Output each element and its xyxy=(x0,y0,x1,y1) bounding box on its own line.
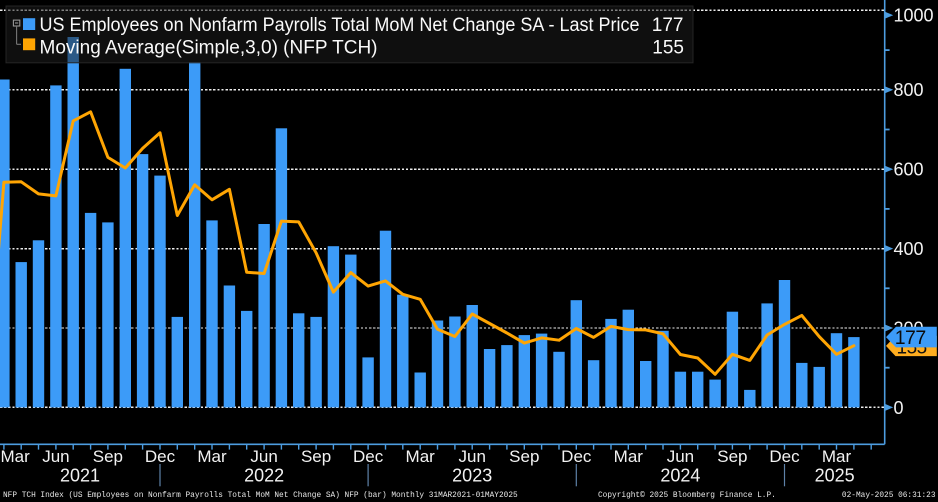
svg-text:Dec: Dec xyxy=(353,447,384,466)
svg-text:Jun: Jun xyxy=(458,447,485,466)
svg-text:Sep: Sep xyxy=(301,447,331,466)
svg-text:2022: 2022 xyxy=(244,465,284,485)
svg-text:177: 177 xyxy=(652,15,684,36)
svg-text:Sep: Sep xyxy=(509,447,539,466)
svg-text:Jun: Jun xyxy=(42,447,69,466)
svg-text:0: 0 xyxy=(894,398,904,418)
svg-text:Dec: Dec xyxy=(145,447,176,466)
svg-text:02-May-2025 06:31:23: 02-May-2025 06:31:23 xyxy=(842,492,936,500)
svg-text:600: 600 xyxy=(894,160,924,180)
svg-text:Jun: Jun xyxy=(667,447,694,466)
svg-text:Mar: Mar xyxy=(822,447,852,466)
svg-text:Copyright© 2025 Bloomberg Fina: Copyright© 2025 Bloomberg Finance L.P. xyxy=(598,491,776,500)
svg-text:US Employees on Nonfarm Payrol: US Employees on Nonfarm Payrolls Total M… xyxy=(40,15,640,36)
svg-text:Moving Average(Simple,3,0) (NF: Moving Average(Simple,3,0) (NFP TCH) xyxy=(40,37,378,58)
svg-text:1000: 1000 xyxy=(894,6,934,26)
svg-text:Dec: Dec xyxy=(561,447,592,466)
svg-text:2021: 2021 xyxy=(60,465,100,485)
svg-text:400: 400 xyxy=(894,239,924,259)
svg-text:2024: 2024 xyxy=(660,465,700,485)
svg-text:Sep: Sep xyxy=(717,447,747,466)
svg-text:Mar: Mar xyxy=(1,447,31,466)
svg-text:Mar: Mar xyxy=(406,447,436,466)
svg-text:2023: 2023 xyxy=(452,465,492,485)
svg-text:Mar: Mar xyxy=(614,447,644,466)
svg-text:Jun: Jun xyxy=(250,447,277,466)
svg-text:Mar: Mar xyxy=(197,447,227,466)
svg-text:2025: 2025 xyxy=(815,465,855,485)
svg-text:155: 155 xyxy=(652,37,684,58)
svg-text:177: 177 xyxy=(895,327,926,349)
svg-text:Sep: Sep xyxy=(93,447,123,466)
svg-text:800: 800 xyxy=(894,80,924,100)
svg-text:Dec: Dec xyxy=(769,447,800,466)
svg-text:NFP TCH Index (US Employees on: NFP TCH Index (US Employees on Nonfarm P… xyxy=(3,492,518,500)
